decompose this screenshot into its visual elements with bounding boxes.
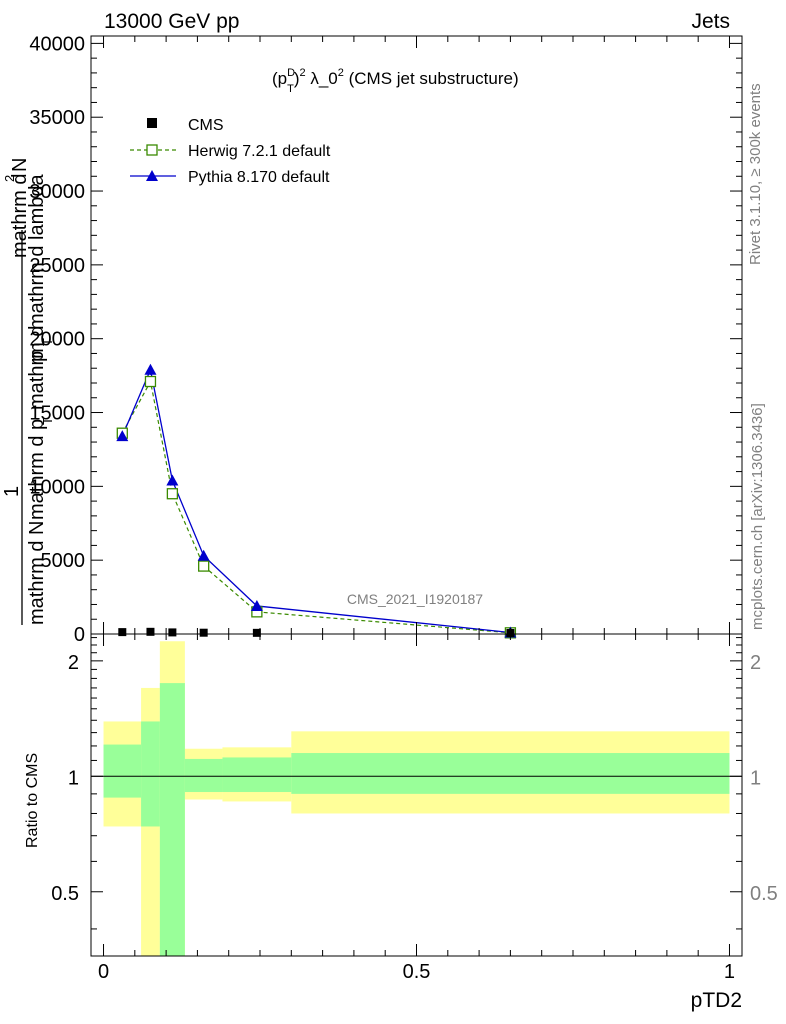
main-ytick-label: 40000	[29, 33, 85, 55]
legend-cms-marker	[147, 118, 157, 128]
ylabel-den-c: p	[26, 351, 48, 362]
ylabel-one: 1	[1, 486, 23, 497]
pythia-point	[197, 549, 210, 561]
header-left: 13000 GeV pp	[104, 10, 239, 33]
ratio-band-green	[141, 721, 160, 827]
legend-herwig-marker	[146, 144, 158, 156]
legend-herwig-label: Herwig 7.2.1 default	[188, 143, 331, 160]
herwig-point	[144, 375, 157, 388]
pythia-point	[250, 599, 263, 611]
main-ytick-label: 10000	[29, 476, 85, 498]
cms-point	[118, 628, 127, 637]
main-ticks: 0 5000 10000 15000 20000 25000 30000 35000 40000	[29, 33, 742, 646]
chart-title: (pD T)2 λ_02 (CMS jet substructure)	[272, 67, 519, 95]
ratio-data-layer	[91, 641, 742, 956]
ratio-ticks: 0.5 0.5 1 1 2 2 0 0.5 1	[51, 634, 778, 983]
xtick-label: 1	[724, 961, 735, 983]
ylabel-den-a: mathrm d p	[26, 419, 48, 520]
mcplots-label: mcplots.cern.ch [arXiv:1306.3436]	[749, 403, 766, 630]
pythia-point	[144, 363, 157, 375]
ylabel-num-sup: 2	[2, 175, 17, 182]
main-ytick-label: 35000	[29, 107, 85, 129]
main-panel: 0 5000 10000 15000 20000 25000 30000 35000 40000…	[1, 33, 743, 646]
pythia-point	[166, 474, 179, 486]
ylabel-den-d: mathrm d lambda	[26, 174, 48, 330]
watermark: CMS_2021_I1920187	[347, 591, 483, 607]
ratio-ytick-label: 1	[68, 767, 79, 789]
ylabel-den-b: mathrm d	[26, 326, 48, 410]
main-ytick-label: 30000	[29, 181, 85, 203]
rivet-label: Rivet 3.1.10, ≥ 300k events	[747, 83, 764, 265]
cms-point	[146, 627, 155, 636]
cms-point	[168, 628, 177, 637]
x-axis-label: pTD2	[691, 989, 742, 1012]
ylabel-num-end: N	[9, 158, 31, 172]
main-ylabel: 1 mathrm d N mathrm d p T mathrm d p T m…	[1, 158, 55, 625]
legend-pythia-label: Pythia 8.170 default	[188, 169, 330, 186]
main-ytick-label: 25000	[29, 255, 85, 277]
cms-point	[199, 628, 208, 637]
herwig-point	[166, 488, 179, 500]
legend-pythia-marker	[146, 170, 158, 181]
ratio-ytick-label-right: 2	[750, 652, 761, 674]
ratio-band-green	[291, 753, 730, 794]
main-ytick-label: 5000	[41, 550, 86, 572]
main-ytick-label: 20000	[29, 329, 85, 351]
ratio-band-green	[222, 757, 292, 793]
ratio-band-green	[184, 758, 223, 793]
ratio-ytick-label-right: 0.5	[750, 883, 778, 905]
ratio-band-green	[159, 683, 185, 956]
herwig-line	[121, 379, 511, 634]
herwig-point	[198, 560, 210, 572]
legend: CMS Herwig 7.2.1 default Pythia 8.170 de…	[130, 117, 331, 186]
ratio-band-green	[103, 744, 142, 798]
ratio-ytick-label-right: 1	[750, 767, 761, 789]
xtick-label: 0	[98, 961, 109, 983]
ylabel-sub-t-2: T	[40, 338, 55, 346]
ylabel-sub-t-1: T	[40, 417, 55, 425]
ratio-ylabel: Ratio to CMS	[24, 753, 41, 848]
ylabel-num: mathrm d	[9, 174, 31, 258]
pythia-point	[116, 430, 129, 442]
header-right: Jets	[691, 10, 730, 33]
main-ytick-label: 15000	[29, 403, 85, 425]
ratio-ytick-label: 0.5	[51, 883, 79, 905]
cms-point	[252, 628, 261, 637]
legend-cms-label: CMS	[188, 117, 224, 134]
ratio-ytick-label: 2	[68, 652, 79, 674]
xtick-label: 0.5	[403, 961, 431, 983]
ratio-panel: 0.5 0.5 1 1 2 2 0 0.5 1 Ratio to CMS pTD2	[24, 633, 778, 1012]
main-ytick-label: 0	[74, 624, 85, 646]
ylabel-dn: mathrm d N	[26, 521, 48, 625]
